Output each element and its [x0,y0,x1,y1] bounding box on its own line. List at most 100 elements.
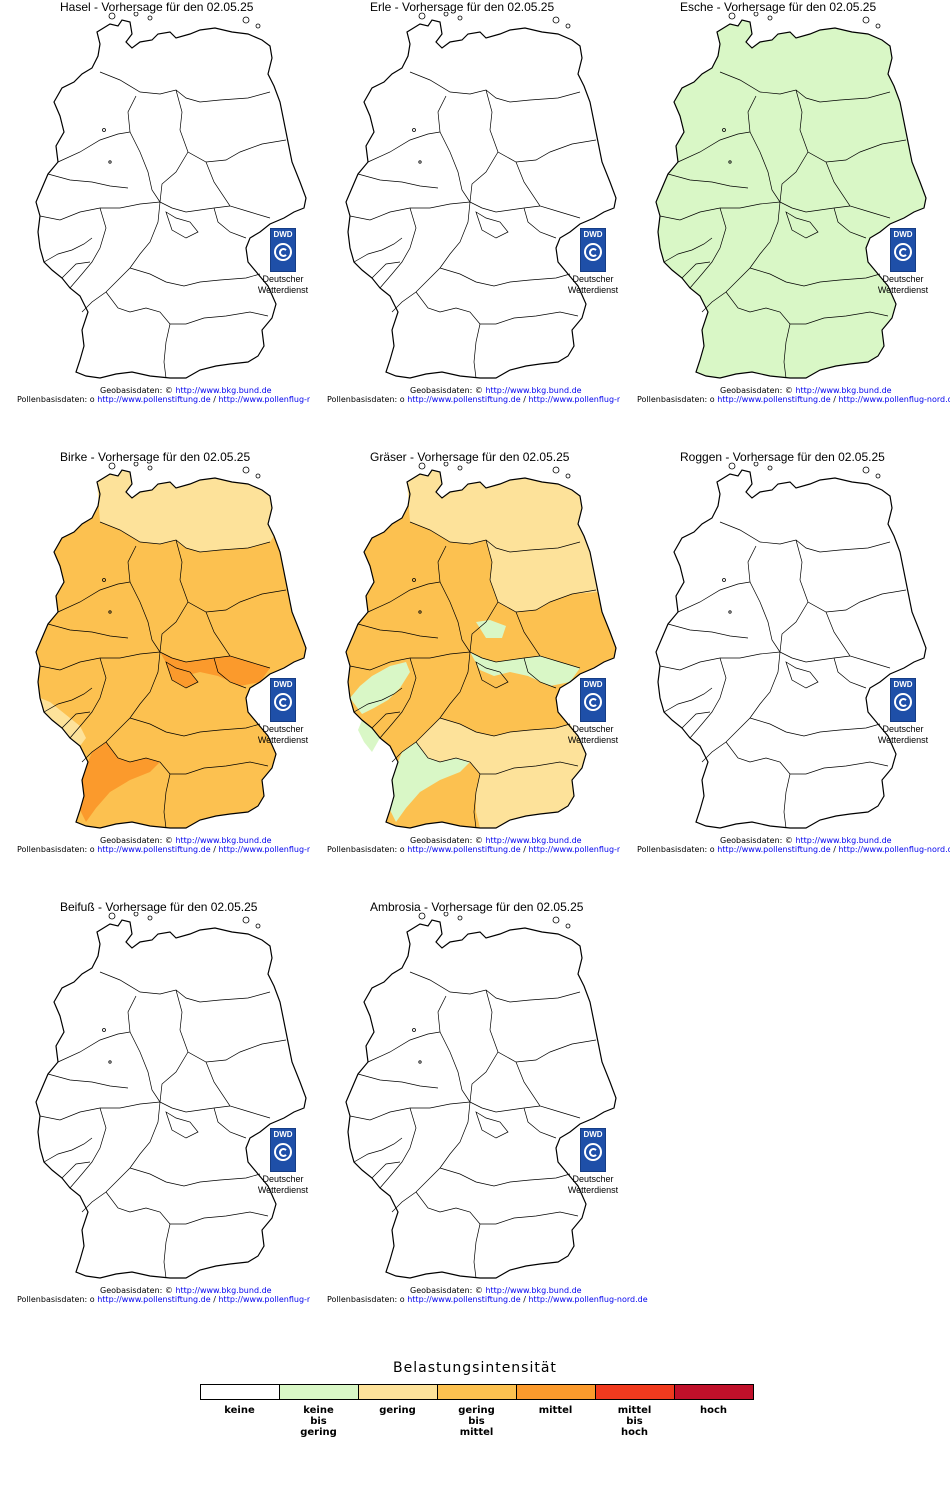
island-outline [862,16,870,24]
pollen-map-panel: Hasel - Vorhersage für den 02.05.25 DWD De… [0,0,312,420]
bullet-icon: o [89,395,95,404]
pollenbasis-line: Pollenbasisdaten: o http://www.pollensti… [17,845,310,854]
pollenstiftung-link[interactable]: http://www.pollenstiftung.de [717,395,831,404]
pollenflug-nord-link[interactable]: http://www.pollenflug-nord.de [218,395,310,404]
dwd-logo: DWD Deutscher Wetterdienst [255,678,311,746]
pollen-label: Pollenbasisdaten: [17,395,88,404]
dwd-logo: DWD Deutscher Wetterdienst [875,678,931,746]
intensity-zone [97,470,274,552]
link-separator: / [213,395,216,404]
link-separator: / [523,395,526,404]
region-border [749,581,781,653]
pollen-map-panel: Esche - Vorhersage für den 02.05.25 DWD De… [620,0,950,420]
region-border [353,237,403,263]
island-outline [722,128,726,132]
region-border [785,211,819,239]
germany-base [36,20,306,378]
island-outline [457,465,463,471]
pollenflug-nord-link[interactable]: http://www.pollenflug-nord.de [528,1295,648,1304]
pollenflug-nord-link[interactable]: http://www.pollenflug-nord.de [838,845,950,854]
island-outline [722,578,726,582]
geobasis-line: Geobasisdaten: © http://www.bkg.bund.de [720,836,892,845]
germany-outline [345,469,617,829]
pollenflug-nord-link[interactable]: http://www.pollenflug-nord.de [218,1295,310,1304]
region-border [749,131,781,203]
region-border [439,1031,471,1103]
region-border [61,711,91,729]
dwd-line2: Wetterdienst [567,285,619,295]
germany-outline [35,919,307,1279]
map-title: Erle - Vorhersage für den 02.05.25 [370,0,555,14]
region-border [689,657,727,739]
pollenstiftung-link[interactable]: http://www.pollenstiftung.de [407,395,521,404]
bkg-link[interactable]: http://www.bkg.bund.de [485,836,582,845]
legend-color-bar [200,1384,754,1400]
pollenflug-nord-link[interactable]: http://www.pollenflug-nord.de [528,395,620,404]
pollenbasis-line: Pollenbasisdaten: o http://www.pollensti… [327,1295,648,1304]
island-outline [565,23,571,29]
map-title: Birke - Vorhersage für den 02.05.25 [60,450,251,464]
pollenflug-nord-link[interactable]: http://www.pollenflug-nord.de [218,845,310,854]
region-border [165,1111,199,1139]
legend-labels: keine keine bis gering gering gering bis mi… [200,1405,753,1438]
pollenstiftung-link[interactable]: http://www.pollenstiftung.de [97,1295,211,1304]
region-border [439,267,571,287]
island-outline [728,12,736,20]
region-border [833,657,867,689]
intensity-zone [656,20,926,378]
dwd-line2: Wetterdienst [877,285,929,295]
bkg-link[interactable]: http://www.bkg.bund.de [175,1286,272,1295]
germany-base [656,470,926,828]
region-border [129,717,261,737]
region-border [129,267,261,287]
pollenflug-nord-link[interactable]: http://www.pollenflug-nord.de [838,395,950,404]
dwd-line1: Deutscher [882,274,924,284]
pollenstiftung-link[interactable]: http://www.pollenstiftung.de [407,845,521,854]
dwd-emblem-icon: DWD [580,228,606,272]
legend-swatch [280,1385,359,1399]
island-outline [133,12,139,17]
bkg-link[interactable]: http://www.bkg.bund.de [175,836,272,845]
region-border [437,545,447,583]
pollen-map-panel: Beifuß - Vorhersage für den 02.05.25 DWD D… [0,900,312,1320]
pollen-map-panel: Gräser - Vorhersage für den 02.05.25 DWD D… [310,450,622,870]
bkg-link[interactable]: http://www.bkg.bund.de [175,386,272,395]
region-border [47,173,129,189]
map-footer: Geobasisdaten: © http://www.bkg.bund.de P… [310,1280,655,1310]
bkg-link[interactable]: http://www.bkg.bund.de [795,836,892,845]
map-footer: Geobasisdaten: © http://www.bkg.bund.de P… [0,380,310,410]
pollen-map-panel: Ambrosia - Vorhersage für den 02.05.25 DW… [310,900,648,1320]
bkg-link[interactable]: http://www.bkg.bund.de [485,386,582,395]
pollenstiftung-link[interactable]: http://www.pollenstiftung.de [407,1295,521,1304]
dwd-line1: Deutscher [262,724,304,734]
region-border [99,71,271,103]
pollenstiftung-link[interactable]: http://www.pollenstiftung.de [717,845,831,854]
island-outline [418,160,422,164]
bullet-icon: o [89,1295,95,1304]
pollenstiftung-link[interactable]: http://www.pollenstiftung.de [97,395,211,404]
region-border [785,661,819,689]
region-border [439,1167,571,1187]
dwd-line1: Deutscher [572,724,614,734]
pollenstiftung-link[interactable]: http://www.pollenstiftung.de [97,845,211,854]
region-border [357,173,439,189]
germany-outline [35,19,307,379]
region-border [379,207,417,289]
intensity-zone [350,662,410,714]
region-border [57,131,131,163]
pollenbasis-line: Pollenbasisdaten: o http://www.pollensti… [17,1295,310,1304]
region-border [515,611,581,669]
dwd-short: DWD [893,230,913,239]
region-border [439,581,471,653]
bkg-link[interactable]: http://www.bkg.bund.de [795,386,892,395]
region-border [353,1137,403,1163]
map-title: Gräser - Vorhersage für den 02.05.25 [370,450,570,464]
region-border [515,1061,581,1119]
region-border [437,995,447,1033]
intensity-zone [470,652,580,686]
geo-label: Geobasisdaten: [410,836,473,845]
region-border [473,773,481,829]
pollenflug-nord-link[interactable]: http://www.pollenflug-nord.de [528,845,620,854]
bkg-link[interactable]: http://www.bkg.bund.de [485,1286,582,1295]
region-border [663,687,713,713]
